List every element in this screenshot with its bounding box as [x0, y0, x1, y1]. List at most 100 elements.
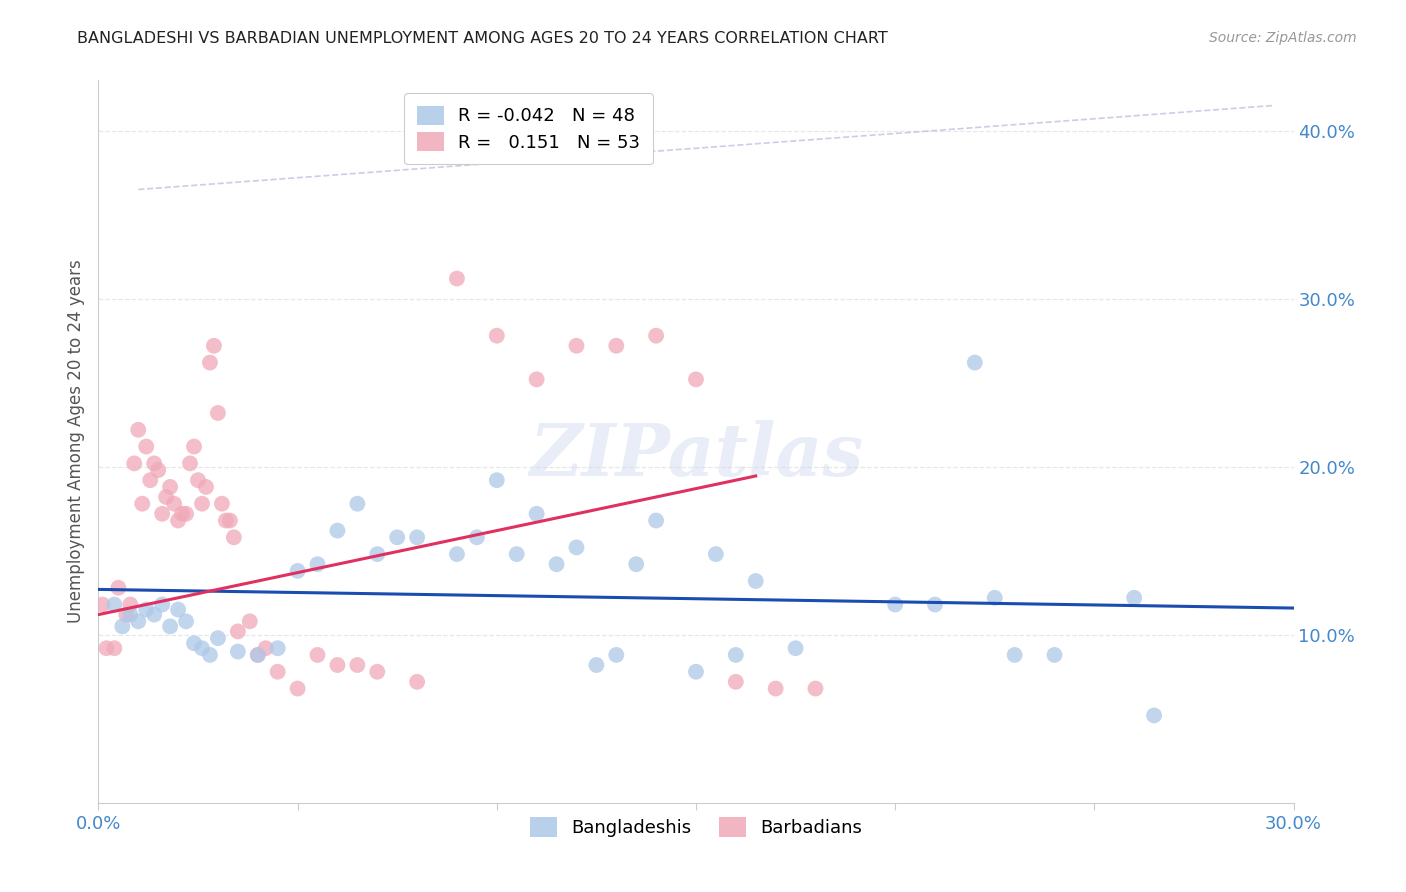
Point — [226, 644, 249, 658]
Point — [172, 507, 194, 521]
Point — [202, 339, 225, 353]
Text: Source: ZipAtlas.com: Source: ZipAtlas.com — [1209, 31, 1357, 45]
Point — [254, 641, 277, 656]
Point — [111, 619, 134, 633]
Point — [287, 564, 309, 578]
Point — [626, 558, 648, 572]
Point — [485, 328, 508, 343]
Point — [605, 648, 627, 662]
Point — [605, 339, 627, 353]
Point — [183, 440, 205, 454]
Point — [884, 598, 907, 612]
Point — [785, 641, 807, 656]
Point — [159, 480, 181, 494]
Point — [366, 665, 388, 679]
Point — [115, 607, 138, 622]
Legend: Bangladeshis, Barbadians: Bangladeshis, Barbadians — [519, 806, 873, 848]
Point — [745, 574, 768, 588]
Point — [174, 615, 197, 629]
Point — [326, 658, 349, 673]
Point — [135, 602, 157, 616]
Point — [267, 641, 290, 656]
Point — [135, 440, 157, 454]
Point — [526, 372, 548, 386]
Point — [159, 619, 181, 633]
Point — [143, 456, 166, 470]
Point — [148, 463, 170, 477]
Point — [96, 641, 118, 656]
Point — [195, 480, 218, 494]
Point — [211, 497, 233, 511]
Point — [585, 658, 607, 673]
Point — [124, 456, 146, 470]
Point — [446, 547, 468, 561]
Point — [219, 514, 242, 528]
Point — [127, 615, 149, 629]
Point — [239, 615, 262, 629]
Point — [765, 681, 787, 696]
Point — [724, 674, 747, 689]
Point — [1143, 708, 1166, 723]
Point — [963, 355, 986, 369]
Point — [91, 598, 114, 612]
Point — [155, 490, 177, 504]
Point — [526, 507, 548, 521]
Point — [1123, 591, 1146, 605]
Point — [565, 339, 588, 353]
Point — [406, 530, 429, 544]
Point — [267, 665, 290, 679]
Point — [198, 355, 221, 369]
Point — [685, 372, 707, 386]
Point — [167, 514, 190, 528]
Point — [704, 547, 727, 561]
Point — [645, 514, 668, 528]
Point — [565, 541, 588, 555]
Point — [107, 581, 129, 595]
Y-axis label: Unemployment Among Ages 20 to 24 years: Unemployment Among Ages 20 to 24 years — [66, 260, 84, 624]
Point — [103, 641, 125, 656]
Point — [226, 624, 249, 639]
Point — [120, 607, 142, 622]
Point — [406, 674, 429, 689]
Point — [167, 602, 190, 616]
Text: ZIPatlas: ZIPatlas — [529, 420, 863, 491]
Point — [984, 591, 1007, 605]
Point — [207, 406, 229, 420]
Point — [506, 547, 529, 561]
Point — [187, 473, 209, 487]
Point — [645, 328, 668, 343]
Point — [465, 530, 488, 544]
Point — [724, 648, 747, 662]
Point — [326, 524, 349, 538]
Point — [346, 658, 368, 673]
Point — [150, 598, 173, 612]
Point — [198, 648, 221, 662]
Point — [346, 497, 368, 511]
Point — [150, 507, 173, 521]
Point — [207, 631, 229, 645]
Point — [446, 271, 468, 285]
Text: BANGLADESHI VS BARBADIAN UNEMPLOYMENT AMONG AGES 20 TO 24 YEARS CORRELATION CHAR: BANGLADESHI VS BARBADIAN UNEMPLOYMENT AM… — [77, 31, 889, 46]
Point — [139, 473, 162, 487]
Point — [287, 681, 309, 696]
Point — [924, 598, 946, 612]
Point — [174, 507, 197, 521]
Point — [179, 456, 201, 470]
Point — [191, 641, 214, 656]
Point — [127, 423, 149, 437]
Point — [222, 530, 245, 544]
Point — [385, 530, 409, 544]
Point — [366, 547, 388, 561]
Point — [131, 497, 153, 511]
Point — [120, 598, 142, 612]
Point — [685, 665, 707, 679]
Point — [191, 497, 214, 511]
Point — [163, 497, 186, 511]
Point — [183, 636, 205, 650]
Point — [307, 648, 329, 662]
Point — [307, 558, 329, 572]
Point — [1043, 648, 1066, 662]
Point — [215, 514, 238, 528]
Point — [246, 648, 269, 662]
Point — [1004, 648, 1026, 662]
